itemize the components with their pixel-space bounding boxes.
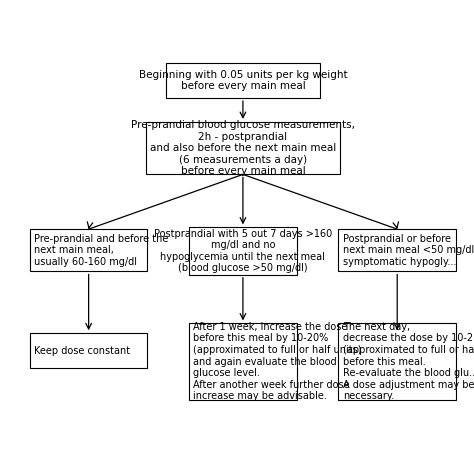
FancyBboxPatch shape: [30, 333, 147, 368]
FancyBboxPatch shape: [338, 229, 456, 272]
Text: After 1 week, increase the dose
before this meal by 10-20%
(approximated to full: After 1 week, increase the dose before t…: [193, 322, 362, 401]
FancyBboxPatch shape: [166, 63, 320, 98]
FancyBboxPatch shape: [189, 323, 297, 400]
Text: The next day,
decrease the dose by 10-2...
(approximated to full or ha...
before: The next day, decrease the dose by 10-2.…: [343, 322, 474, 401]
FancyBboxPatch shape: [189, 228, 297, 275]
Text: Pre-prandial blood glucose measurements,
2h - postprandial
and also before the n: Pre-prandial blood glucose measurements,…: [131, 120, 355, 176]
FancyBboxPatch shape: [146, 122, 340, 174]
FancyBboxPatch shape: [30, 229, 147, 272]
Text: Beginning with 0.05 units per kg weight
before every main meal: Beginning with 0.05 units per kg weight …: [138, 70, 347, 91]
FancyBboxPatch shape: [338, 323, 456, 400]
Text: Pre-prandial and before the
next main meal,
usually 60-160 mg/dl: Pre-prandial and before the next main me…: [34, 234, 169, 267]
Text: Postprandial with 5 out 7 days >160
mg/dl and no
hypoglycemia until the next mea: Postprandial with 5 out 7 days >160 mg/d…: [154, 228, 332, 273]
Text: Keep dose constant: Keep dose constant: [34, 346, 130, 356]
Text: Postprandial or before
next main meal <50 mg/dl
symptomatic hypogly...: Postprandial or before next main meal <5…: [343, 234, 474, 267]
